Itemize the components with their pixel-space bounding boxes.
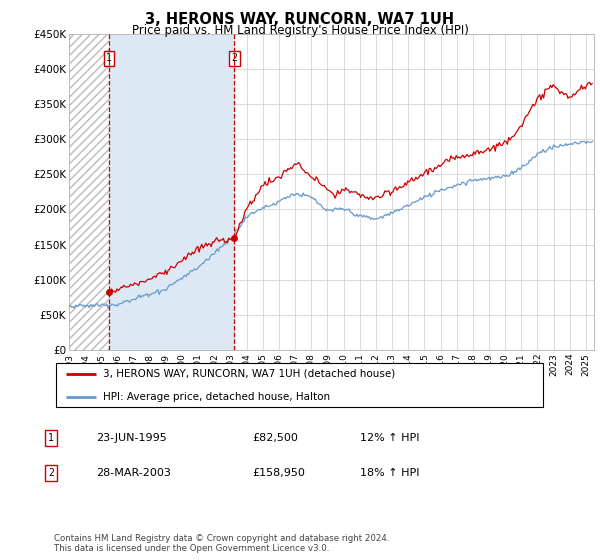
Text: 28-MAR-2003: 28-MAR-2003 bbox=[96, 468, 171, 478]
Text: 3, HERONS WAY, RUNCORN, WA7 1UH (detached house): 3, HERONS WAY, RUNCORN, WA7 1UH (detache… bbox=[103, 369, 395, 379]
Text: 23-JUN-1995: 23-JUN-1995 bbox=[96, 433, 167, 443]
Bar bbox=[69, 34, 109, 350]
Text: £82,500: £82,500 bbox=[252, 433, 298, 443]
Text: 18% ↑ HPI: 18% ↑ HPI bbox=[360, 468, 419, 478]
FancyBboxPatch shape bbox=[56, 363, 542, 408]
Text: HPI: Average price, detached house, Halton: HPI: Average price, detached house, Halt… bbox=[103, 391, 331, 402]
Text: 3, HERONS WAY, RUNCORN, WA7 1UH: 3, HERONS WAY, RUNCORN, WA7 1UH bbox=[145, 12, 455, 27]
Text: 1: 1 bbox=[48, 433, 54, 443]
Text: Contains HM Land Registry data © Crown copyright and database right 2024.
This d: Contains HM Land Registry data © Crown c… bbox=[54, 534, 389, 553]
Bar bbox=[69, 34, 109, 350]
Text: 2: 2 bbox=[232, 53, 237, 63]
Text: £158,950: £158,950 bbox=[252, 468, 305, 478]
Text: Price paid vs. HM Land Registry's House Price Index (HPI): Price paid vs. HM Land Registry's House … bbox=[131, 24, 469, 36]
Bar bbox=[109, 34, 234, 350]
Text: 1: 1 bbox=[106, 53, 112, 63]
Text: 2: 2 bbox=[48, 468, 54, 478]
Text: 12% ↑ HPI: 12% ↑ HPI bbox=[360, 433, 419, 443]
